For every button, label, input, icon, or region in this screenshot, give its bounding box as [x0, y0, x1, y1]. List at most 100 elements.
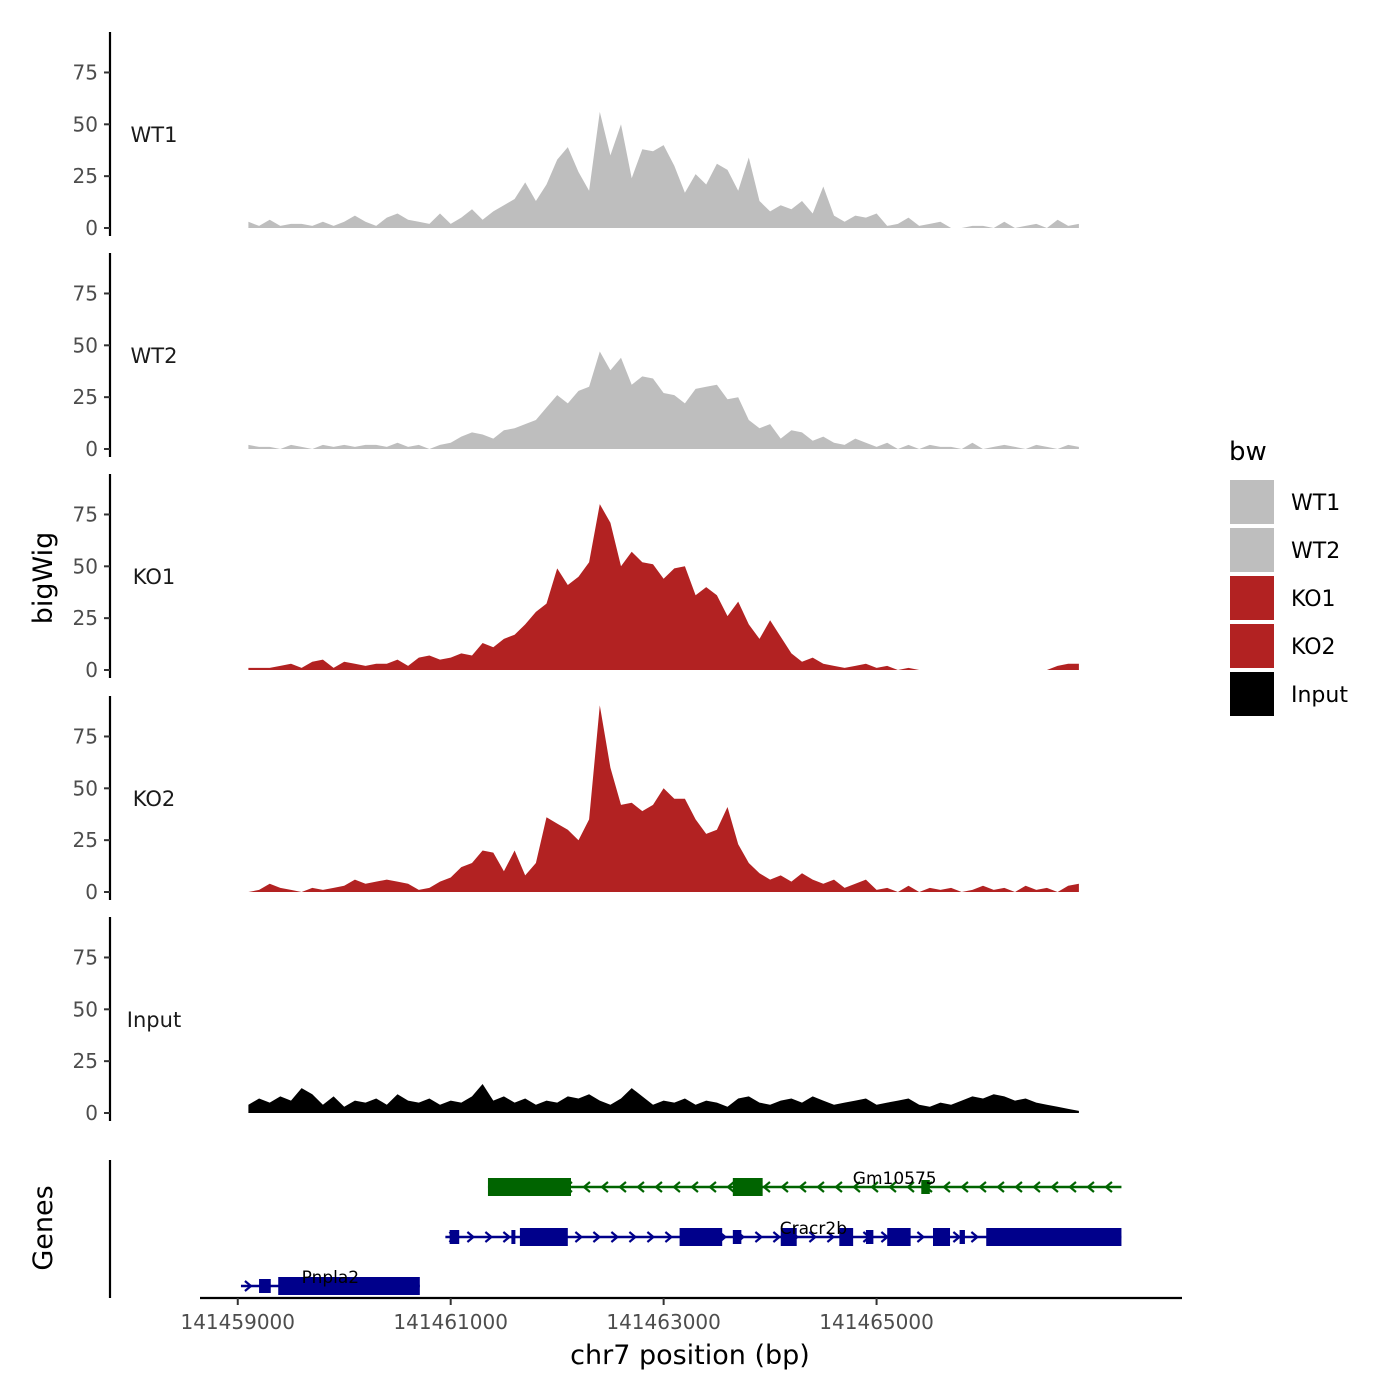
strand-chevron [1104, 1181, 1113, 1193]
strand-chevron [664, 1231, 674, 1243]
strand-chevron [690, 1181, 699, 1193]
strand-chevron [888, 1181, 897, 1193]
strand-chevron [1032, 1181, 1041, 1193]
strand-chevron [906, 1181, 915, 1193]
x-axis-title: chr7 position (bp) [570, 1340, 810, 1371]
panel-label-ko2: KO2 [133, 787, 176, 811]
strand-chevron [826, 1231, 836, 1243]
panel-ko1: 0 25 50 75 KO1 [73, 474, 1079, 682]
x-tick-label: 141461000 [393, 1310, 508, 1334]
strand-chevron [870, 1181, 879, 1193]
gene-label: Cracr2b [780, 1219, 847, 1239]
exon [487, 1178, 572, 1196]
strand-chevron [484, 1231, 494, 1243]
exon [959, 1230, 965, 1244]
y-tick-label: 50 [73, 554, 98, 578]
y-tick-label: 75 [73, 945, 98, 969]
panel-wt2: 0 25 50 75 WT2 [73, 253, 1079, 461]
strand-chevron [996, 1181, 1005, 1193]
strand-chevron [1086, 1181, 1095, 1193]
strand-chevron [1050, 1181, 1059, 1193]
legend-key-wt1 [1230, 480, 1274, 524]
legend: bw WT1 WT2 KO1 KO2 Input [1229, 437, 1348, 716]
strand-chevron [916, 1231, 926, 1243]
strand-chevron [754, 1231, 764, 1243]
strand-chevron [970, 1231, 980, 1243]
area-wt2 [248, 351, 1079, 449]
y-tick-label: 25 [73, 1049, 98, 1073]
legend-key-wt2 [1230, 528, 1274, 572]
strand-chevron [574, 1231, 584, 1243]
y-axis-title: bigWig [28, 532, 59, 625]
panel-label-ko1: KO1 [133, 565, 176, 589]
strand-chevron [672, 1181, 681, 1193]
strand-chevron [942, 1181, 951, 1193]
y-tick-label: 0 [85, 1101, 98, 1125]
legend-key-ko2 [1230, 624, 1274, 668]
y-tick-label: 75 [73, 60, 98, 84]
y-tick-label: 50 [73, 333, 98, 357]
exon [278, 1277, 420, 1295]
legend-label-wt2: WT2 [1291, 539, 1340, 564]
strand-chevron [852, 1181, 861, 1193]
exon [921, 1180, 930, 1194]
strand-chevron [952, 1231, 962, 1243]
strand-chevron [502, 1231, 512, 1243]
strand-chevron [582, 1181, 591, 1193]
exon [679, 1228, 723, 1246]
strand-chevron [628, 1231, 638, 1243]
strand-chevron [978, 1181, 987, 1193]
y-tick-label: 75 [73, 724, 98, 748]
exon [865, 1230, 874, 1244]
gene-label: Gm10575 [853, 1169, 937, 1189]
strand-chevron [610, 1231, 620, 1243]
exon [839, 1228, 854, 1246]
strand-chevron [808, 1231, 818, 1243]
x-tick-label: 141459000 [180, 1310, 295, 1334]
y-tick-label: 0 [85, 437, 98, 461]
strand-chevron [466, 1231, 476, 1243]
area-ko2 [248, 705, 1079, 892]
area-ko1 [248, 504, 1079, 670]
gene-gm10575: Gm10575 [487, 1169, 1122, 1196]
gene-cracr2b: Cracr2b [445, 1219, 1122, 1246]
strand-chevron [654, 1181, 663, 1193]
legend-label-ko1: KO1 [1291, 587, 1336, 612]
legend-label-wt1: WT1 [1291, 491, 1340, 516]
legend-title: bw [1229, 437, 1267, 467]
x-axis: 141459000 141461000 141463000 141465000 [180, 1296, 1182, 1334]
exon [986, 1228, 1122, 1246]
genes-axis-title: Genes [28, 1185, 59, 1270]
y-tick-label: 50 [73, 112, 98, 136]
area-wt1 [248, 111, 1079, 228]
strand-chevron [592, 1231, 602, 1243]
exon [511, 1230, 516, 1244]
strand-chevron [1014, 1181, 1023, 1193]
strand-chevron [708, 1181, 717, 1193]
strand-chevron [780, 1181, 789, 1193]
strand-chevron [646, 1231, 656, 1243]
y-tick-label: 25 [73, 606, 98, 630]
strand-chevron [726, 1181, 735, 1193]
y-tick-label: 25 [73, 828, 98, 852]
strand-chevron [1068, 1181, 1077, 1193]
x-tick-label: 141463000 [606, 1310, 721, 1334]
strand-chevron [618, 1181, 627, 1193]
strand-chevron [636, 1181, 645, 1193]
exon [449, 1230, 460, 1244]
gene-pnpla2: Pnpla2 [240, 1268, 420, 1295]
y-tick-label: 50 [73, 776, 98, 800]
panel-label-wt2: WT2 [131, 344, 178, 368]
legend-key-input [1230, 672, 1274, 716]
exon [732, 1178, 763, 1196]
y-tick-label: 50 [73, 997, 98, 1021]
y-tick-label: 25 [73, 385, 98, 409]
exon [887, 1228, 911, 1246]
panel-label-wt1: WT1 [131, 123, 178, 147]
strand-chevron [816, 1181, 825, 1193]
y-tick-label: 75 [73, 502, 98, 526]
exon [732, 1230, 742, 1244]
legend-label-input: Input [1291, 683, 1348, 708]
y-tick-label: 0 [85, 658, 98, 682]
